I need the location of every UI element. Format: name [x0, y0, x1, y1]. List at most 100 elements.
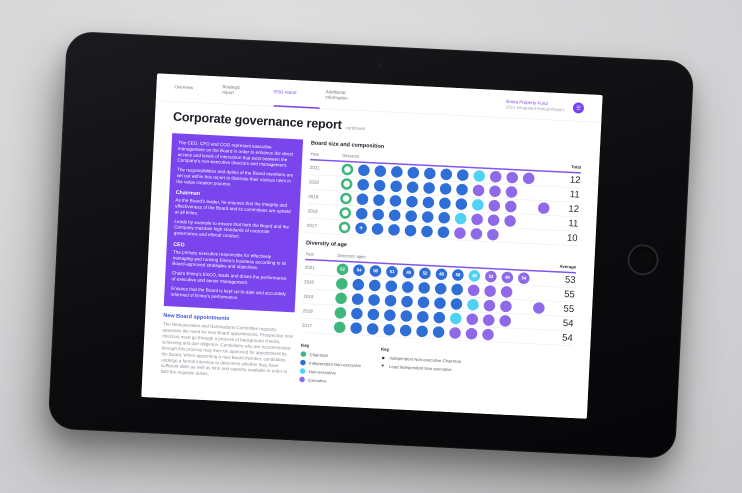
column-year: Year: [310, 151, 320, 157]
dot-independent-non-executive: [355, 207, 368, 220]
dot-executive: [499, 300, 512, 313]
dot-independent-non-executive: [383, 308, 396, 322]
dot-executive: [522, 172, 535, 185]
nav-menu-button[interactable]: ☰: [572, 102, 585, 114]
dot-executive: [467, 284, 480, 297]
plus-glyph-icon: +: [359, 223, 364, 232]
dot-independent-non-executive: [357, 178, 370, 191]
row-value: 11: [568, 218, 579, 230]
row-year: 2017: [306, 222, 318, 229]
dot-independent-non-executive: [366, 322, 379, 335]
home-button: [626, 243, 660, 277]
dot-executive: [500, 285, 513, 298]
dot-executive: [453, 226, 466, 239]
dot-independent-non-executive: 58: [369, 264, 382, 277]
legend-markers: Key Independent Non-executive Chairman + L…: [379, 347, 572, 399]
dot-independent-non-executive: [433, 296, 447, 309]
dot-independent-non-executive: [390, 180, 403, 193]
dot-independent-non-executive: [434, 282, 447, 295]
dot-independent-non-executive: [350, 307, 363, 320]
dot-executive: [449, 326, 462, 339]
panel-paragraph: The CEO, CFO and COO represent executive…: [177, 139, 294, 168]
dot-independent-non-executive: 64: [352, 263, 366, 276]
dot-independent-non-executive: [404, 224, 417, 237]
dot-independent-non-executive: [418, 281, 431, 294]
nav-tab-overview[interactable]: Overview: [174, 74, 194, 102]
dot-executive: [488, 199, 501, 212]
nav-tab-esg-report[interactable]: ESG report: [273, 79, 297, 107]
dot-executive: [466, 313, 479, 326]
key-item-label: Chairman: [309, 351, 329, 358]
nav-tab-additional-information[interactable]: Additional information: [325, 82, 349, 110]
row-value: 55: [563, 289, 576, 301]
dot-executive: [489, 184, 502, 198]
row-value: 12: [568, 203, 580, 215]
dot-executive: [489, 170, 502, 183]
dot-age-label: 58: [373, 268, 378, 274]
dot-independent-non-executive: [351, 292, 364, 305]
dot-non-executive: [449, 312, 462, 325]
dot-chairman: 62: [336, 263, 349, 276]
dot-chairman: [339, 192, 353, 205]
dot-executive: [470, 227, 483, 240]
row-year: 2019: [303, 293, 314, 300]
dot-independent-non-executive: [352, 278, 365, 291]
dot-independent-non-executive: [374, 164, 387, 177]
dot-independent-non-executive: [388, 223, 401, 236]
legend-roles: Key Chairman Independent Non-executive Non…: [299, 343, 381, 389]
dot-independent-non-executive: [357, 164, 370, 177]
dot-independent-non-executive: [368, 293, 381, 306]
page-title: Corporate governance report: [172, 109, 343, 132]
dot-lead-independent-non-executive: +: [355, 221, 368, 235]
dot-independent-non-executive: [422, 196, 435, 209]
dot-independent-non-executive: [438, 211, 451, 224]
brand-block: Emira Property Fund 2021 Integrated Annu…: [506, 99, 564, 113]
dot-age-label: 54: [521, 275, 527, 281]
nav-tab-label: ESG report: [274, 89, 297, 96]
key-item-chairman: Chairman: [300, 351, 380, 360]
key-dot-icon: [299, 368, 306, 374]
dot-executive: 54: [517, 271, 530, 285]
age-table-body: 2021 62 64 58 61 49 52 48 58 48 53 44 54 53 2020 55 2019…: [301, 260, 576, 346]
legend-keys: Key Chairman Independent Non-executive Non…: [299, 343, 572, 399]
board-table-body: 2021 12 2020 11 2019 12 2018 11 2017 +10: [306, 160, 581, 247]
dot-chairman: [339, 206, 352, 219]
dot-chairman: [333, 321, 346, 334]
plus-marker-icon: +: [381, 362, 385, 369]
dot-independent-non-executive: [400, 309, 413, 322]
key-item-executive: Executive: [299, 376, 379, 386]
dot-non-executive: [471, 198, 484, 211]
row-year: 2021: [304, 264, 315, 271]
dot-executive: [465, 327, 478, 340]
dot-independent-non-executive: [388, 209, 401, 222]
dot-independent-non-executive: [401, 295, 414, 308]
panel-paragraph: The responsibilities and duties of the B…: [176, 166, 294, 187]
dot-executive: [505, 185, 518, 198]
key-dot-icon: [300, 359, 306, 366]
panel-paragraph: Chairs Emira's EXCO, leads and drives th…: [171, 270, 287, 286]
dot-age-label: 61: [389, 268, 395, 275]
row-year: 2017: [301, 322, 313, 329]
dot-independent-non-executive: 61: [385, 265, 399, 278]
dot-executive: [482, 328, 495, 341]
nav-tab-strategic-report[interactable]: Strategic report: [221, 77, 245, 105]
dot-executive: [506, 171, 519, 184]
panel-paragraph: Leads by example to ensure that both the…: [173, 218, 290, 239]
dot-executive: [499, 314, 512, 327]
dot-non-executive: [454, 212, 467, 225]
dot-independent-non-executive: [350, 321, 363, 334]
dot-independent-non-executive: [399, 324, 412, 337]
dot-executive: [504, 200, 517, 213]
camera-icon: [376, 62, 383, 69]
dot-executive: [483, 299, 496, 312]
dot-independent-non-executive: [416, 325, 429, 338]
executive-panel: The CEO, CFO and COO represent executive…: [163, 133, 304, 313]
dot-executive: 53: [484, 270, 497, 283]
row-year: 2020: [304, 279, 315, 285]
report-page: Overview Strategic report ESG report Additi…: [141, 73, 603, 419]
dot-independent-non-executive: [406, 180, 419, 193]
page-title-suffix: continued: [345, 125, 366, 132]
dot-independent-non-executive: [385, 280, 398, 293]
dot-independent-non-executive: [390, 165, 403, 178]
